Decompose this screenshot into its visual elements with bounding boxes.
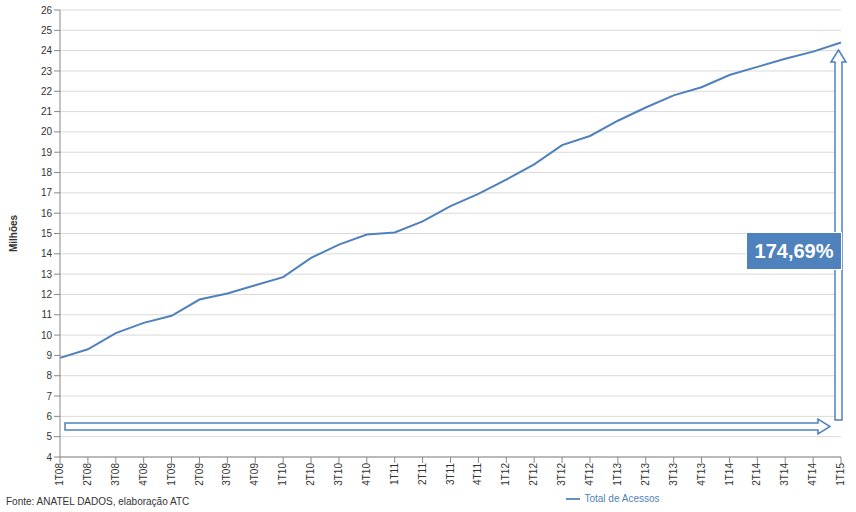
svg-text:3T13: 3T13: [668, 463, 679, 486]
svg-text:12: 12: [41, 289, 53, 300]
svg-text:4T11: 4T11: [472, 463, 483, 485]
svg-text:7: 7: [46, 391, 52, 402]
svg-text:13: 13: [41, 269, 53, 280]
svg-text:1T13: 1T13: [612, 463, 623, 486]
svg-text:1T12: 1T12: [500, 463, 511, 486]
html-text:174,69%: 174,69%: [754, 239, 834, 262]
svg-text:24: 24: [41, 45, 53, 56]
svg-text:9: 9: [46, 350, 52, 361]
html-text:Total de Acessos: Total de Acessos: [584, 492, 660, 504]
svg-text:1T10: 1T10: [277, 463, 288, 486]
svg-text:2T11: 2T11: [417, 463, 428, 485]
svg-text:4T09: 4T09: [249, 463, 260, 486]
svg-text:2T09: 2T09: [194, 463, 205, 486]
svg-text:3T09: 3T09: [221, 463, 232, 486]
svg-text:1T14: 1T14: [724, 463, 735, 486]
svg-text:4T12: 4T12: [584, 463, 595, 486]
svg-text:20: 20: [41, 126, 53, 137]
svg-text:3T11: 3T11: [445, 463, 456, 485]
svg-text:3T08: 3T08: [110, 463, 121, 486]
svg-text:2T13: 2T13: [640, 463, 651, 486]
svg-text:1T09: 1T09: [166, 463, 177, 486]
svg-text:6: 6: [46, 411, 52, 422]
svg-text:5: 5: [46, 431, 52, 442]
svg-text:4T08: 4T08: [138, 463, 149, 486]
svg-text:15: 15: [41, 228, 53, 239]
svg-text:19: 19: [41, 147, 53, 158]
svg-text:3T10: 3T10: [333, 463, 344, 486]
svg-text:8: 8: [46, 370, 52, 381]
svg-text:2T10: 2T10: [305, 463, 316, 486]
svg-text:11: 11: [42, 309, 53, 320]
svg-text:1T08: 1T08: [54, 463, 65, 486]
svg-text:1T15: 1T15: [835, 463, 846, 486]
svg-text:1T11: 1T11: [389, 463, 400, 485]
svg-text:25: 25: [41, 25, 53, 36]
svg-text:2T08: 2T08: [82, 463, 93, 486]
svg-text:2T14: 2T14: [751, 463, 762, 486]
html-text:Fonte: ANATEL DADOS, elaboraçã: Fonte: ANATEL DADOS, elaboração ATC: [6, 496, 190, 507]
svg-text:3T12: 3T12: [556, 463, 567, 486]
svg-text:10: 10: [41, 330, 53, 341]
svg-text:4: 4: [46, 452, 52, 463]
svg-text:22: 22: [41, 86, 53, 97]
svg-text:23: 23: [41, 66, 53, 77]
svg-text:Milhões: Milhões: [8, 214, 19, 252]
svg-text:14: 14: [41, 248, 53, 259]
svg-text:2T12: 2T12: [528, 463, 539, 486]
svg-text:26: 26: [41, 5, 53, 16]
svg-text:4T14: 4T14: [807, 463, 818, 486]
svg-text:18: 18: [41, 167, 53, 178]
svg-text:3T14: 3T14: [779, 463, 790, 486]
svg-text:4T10: 4T10: [361, 463, 372, 486]
svg-text:17: 17: [41, 187, 53, 198]
svg-text:16: 16: [41, 208, 53, 219]
svg-text:21: 21: [41, 106, 53, 117]
svg-text:4T13: 4T13: [696, 463, 707, 486]
